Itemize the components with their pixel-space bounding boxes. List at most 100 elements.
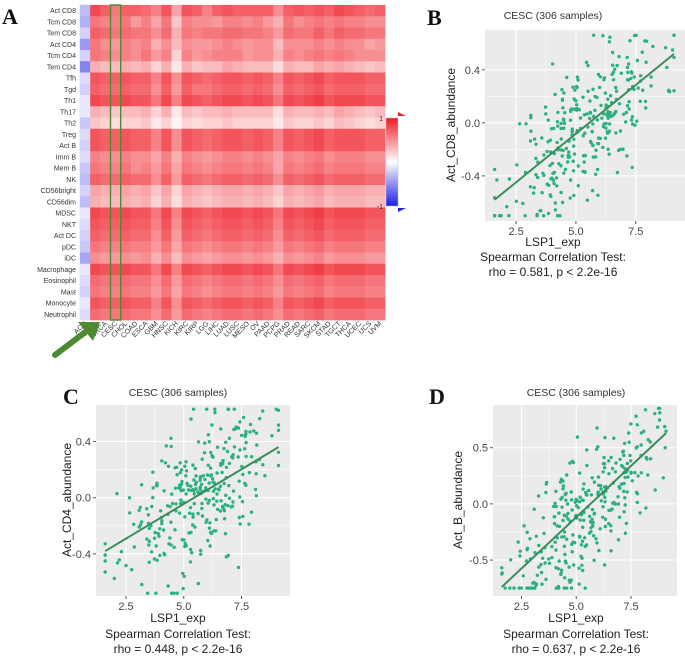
heatmap-cell xyxy=(313,117,325,130)
data-point xyxy=(223,503,227,507)
data-point xyxy=(638,511,642,515)
heatmap-cell xyxy=(374,72,386,85)
data-point xyxy=(132,522,136,526)
heatmap-cell xyxy=(374,173,386,186)
heatmap-cell xyxy=(100,61,111,73)
heatmap-cell xyxy=(212,117,223,130)
data-point xyxy=(639,443,643,447)
heatmap-cell xyxy=(202,207,213,220)
data-point xyxy=(629,422,633,426)
heatmap-cell xyxy=(130,27,142,40)
data-point xyxy=(617,102,622,106)
heatmap-cell xyxy=(263,38,274,51)
data-point xyxy=(593,108,597,113)
data-point xyxy=(150,504,154,509)
data-point xyxy=(667,88,671,93)
heatmap-cell xyxy=(100,185,111,197)
heatmap-row-label: Tfh xyxy=(66,76,76,83)
data-point xyxy=(596,475,601,479)
data-point xyxy=(227,436,232,440)
heatmap-cell xyxy=(151,241,162,253)
data-point xyxy=(651,44,655,49)
heatmap-cell xyxy=(364,308,376,321)
data-point xyxy=(578,495,582,499)
data-point xyxy=(191,463,195,467)
heatmap-cell xyxy=(191,196,203,208)
data-point xyxy=(605,112,609,116)
heatmap-cell xyxy=(303,162,315,175)
data-point xyxy=(595,541,599,545)
heatmap-cell xyxy=(252,61,264,73)
heatmap-cell xyxy=(191,308,203,321)
data-point xyxy=(626,62,631,66)
data-point xyxy=(568,155,572,159)
heatmap-cell xyxy=(161,140,172,152)
heatmap-cell xyxy=(252,252,264,265)
heatmap-cell xyxy=(202,241,213,253)
heatmap-cell xyxy=(141,151,152,163)
heatmap-cell xyxy=(273,263,284,276)
data-point xyxy=(541,516,545,520)
heatmap-row-label: Th1 xyxy=(64,98,76,105)
heatmap-cell xyxy=(100,162,111,175)
heatmap-cell xyxy=(374,162,386,175)
heatmap-cell xyxy=(344,95,355,107)
heatmap-cell xyxy=(313,83,325,96)
heatmap-cell xyxy=(141,83,152,96)
data-point xyxy=(169,436,173,440)
data-point xyxy=(553,540,557,544)
data-point xyxy=(562,586,566,590)
heatmap-cell xyxy=(222,106,233,118)
data-point xyxy=(575,103,579,107)
data-point xyxy=(230,504,235,508)
data-point xyxy=(188,547,193,552)
heatmap-cell xyxy=(232,61,243,73)
data-point xyxy=(154,591,158,595)
heatmap-cell xyxy=(293,297,304,310)
data-point xyxy=(592,511,597,515)
heatmap-cell xyxy=(303,275,315,287)
heatmap-cell xyxy=(313,5,325,17)
data-point xyxy=(539,570,544,575)
heatmap-cell xyxy=(232,83,243,96)
data-point xyxy=(196,511,200,516)
heatmap-cell xyxy=(120,286,132,298)
heatmap-cell xyxy=(303,5,315,17)
heatmap-cell xyxy=(242,27,254,40)
data-point xyxy=(221,458,225,463)
heatmap-cell xyxy=(324,252,335,265)
data-point xyxy=(187,511,192,515)
heatmap-cell xyxy=(293,252,304,265)
heatmap-cell xyxy=(242,128,254,141)
heatmap-cell xyxy=(283,83,294,96)
heatmap-row-label: NK xyxy=(66,177,76,184)
data-point xyxy=(594,537,598,541)
data-point xyxy=(599,487,603,491)
heatmap-row-label: Mast xyxy=(61,289,76,296)
heatmap-cell xyxy=(324,218,335,231)
data-point xyxy=(614,461,618,465)
data-point xyxy=(542,173,546,178)
heatmap-cell xyxy=(202,83,213,96)
heatmap-cell xyxy=(151,83,162,96)
heatmap-cell xyxy=(171,308,182,321)
data-point xyxy=(222,481,226,486)
heatmap-cell xyxy=(110,106,121,118)
data-point xyxy=(625,104,630,108)
heatmap-cell xyxy=(110,308,121,321)
heatmap-cell xyxy=(161,275,172,287)
heatmap-cell xyxy=(100,241,111,253)
heatmap-cell xyxy=(181,275,193,287)
regression-line xyxy=(104,446,279,552)
heatmap-row-label: Th17 xyxy=(60,109,76,116)
heatmap-cell xyxy=(130,5,142,17)
data-point xyxy=(196,490,200,494)
data-point xyxy=(563,492,567,497)
data-point xyxy=(625,461,630,466)
heatmap-cell xyxy=(344,106,355,118)
legend-arrow-high xyxy=(398,112,406,116)
heatmap-cell xyxy=(110,185,121,197)
data-point xyxy=(602,563,607,567)
data-point xyxy=(585,198,589,202)
heatmap-cell xyxy=(212,61,223,73)
